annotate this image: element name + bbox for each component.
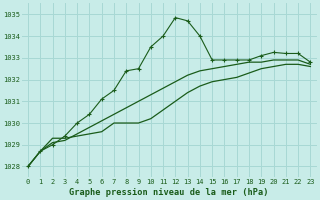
X-axis label: Graphe pression niveau de la mer (hPa): Graphe pression niveau de la mer (hPa) [69,188,269,197]
